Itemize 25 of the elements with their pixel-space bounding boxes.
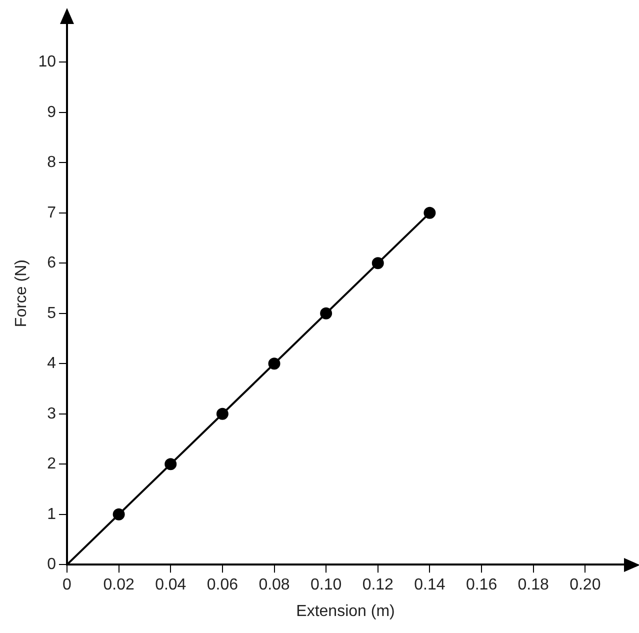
x-tick-label: 0 — [62, 576, 72, 594]
x-tick-label: 0.16 — [466, 576, 498, 594]
x-tick-label: 0.08 — [258, 576, 290, 594]
y-tick-label: 7 — [47, 204, 56, 222]
x-tick-label: 0.10 — [310, 576, 342, 594]
x-axis-title: Extension (m) — [296, 602, 395, 620]
y-tick-label: 4 — [47, 355, 56, 372]
x-tick-label: 0.04 — [155, 576, 186, 594]
y-tick-label: 6 — [47, 254, 56, 272]
x-tick-label: 0.12 — [362, 576, 394, 594]
y-tick-label: 1 — [47, 506, 56, 523]
y-axis-title: Force (N) — [13, 260, 30, 328]
y-tick-label: 9 — [47, 104, 56, 121]
x-tick-label: 0.14 — [414, 576, 446, 594]
x-tick-label: 0.02 — [103, 576, 134, 594]
point — [424, 206, 436, 219]
x-tick-label: 0.18 — [518, 576, 549, 594]
y-tick-label: 0 — [47, 556, 56, 574]
x-tick-label: 0.06 — [206, 576, 238, 594]
y-tick-label: 5 — [47, 304, 56, 322]
y-tick-label: 8 — [47, 154, 56, 172]
y-tick-label: 2 — [47, 456, 56, 473]
x-tick-label: 0.20 — [570, 576, 601, 594]
y-tick-label: 10 — [38, 54, 56, 71]
y-tick-label: 3 — [47, 405, 56, 422]
